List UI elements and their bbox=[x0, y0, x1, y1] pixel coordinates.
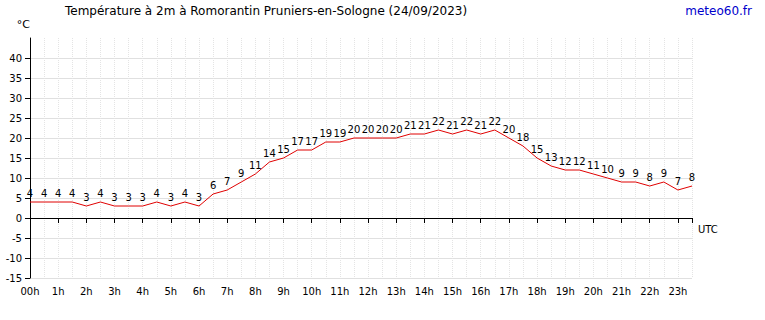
svg-text:3h: 3h bbox=[108, 286, 121, 297]
svg-text:9h: 9h bbox=[277, 286, 290, 297]
svg-text:20h: 20h bbox=[584, 286, 603, 297]
svg-text:11h: 11h bbox=[330, 286, 349, 297]
svg-text:12: 12 bbox=[559, 156, 572, 167]
svg-text:18: 18 bbox=[517, 132, 530, 143]
svg-text:19: 19 bbox=[334, 128, 347, 139]
svg-text:25: 25 bbox=[9, 113, 22, 124]
svg-text:11: 11 bbox=[249, 160, 262, 171]
svg-text:9: 9 bbox=[661, 168, 667, 179]
svg-text:21h: 21h bbox=[612, 286, 631, 297]
svg-text:°C: °C bbox=[17, 18, 31, 31]
svg-text:35: 35 bbox=[9, 73, 22, 84]
svg-text:Température à 2m à Romorantin: Température à 2m à Romorantin Pruniers-e… bbox=[64, 4, 467, 18]
svg-text:0: 0 bbox=[16, 213, 22, 224]
svg-text:40: 40 bbox=[9, 53, 22, 64]
svg-text:20: 20 bbox=[348, 124, 361, 135]
svg-text:22: 22 bbox=[460, 116, 473, 127]
svg-text:23h: 23h bbox=[668, 286, 687, 297]
svg-text:4h: 4h bbox=[136, 286, 149, 297]
svg-text:10h: 10h bbox=[302, 286, 321, 297]
svg-text:meteo60.fr: meteo60.fr bbox=[685, 4, 752, 18]
svg-text:6h: 6h bbox=[193, 286, 206, 297]
svg-text:30: 30 bbox=[9, 93, 22, 104]
svg-text:17: 17 bbox=[305, 136, 318, 147]
svg-text:21: 21 bbox=[446, 120, 459, 131]
svg-text:13h: 13h bbox=[387, 286, 406, 297]
svg-text:15: 15 bbox=[277, 144, 290, 155]
svg-text:3: 3 bbox=[125, 192, 131, 203]
svg-text:20: 20 bbox=[362, 124, 375, 135]
svg-text:7: 7 bbox=[224, 176, 230, 187]
svg-text:19h: 19h bbox=[556, 286, 575, 297]
svg-text:6: 6 bbox=[210, 180, 216, 191]
svg-text:20: 20 bbox=[376, 124, 389, 135]
svg-text:12: 12 bbox=[573, 156, 586, 167]
svg-text:21: 21 bbox=[418, 120, 431, 131]
svg-text:4: 4 bbox=[182, 188, 188, 199]
svg-text:22h: 22h bbox=[640, 286, 659, 297]
svg-text:3: 3 bbox=[139, 192, 145, 203]
svg-text:16h: 16h bbox=[471, 286, 490, 297]
svg-text:8: 8 bbox=[647, 172, 653, 183]
svg-text:15h: 15h bbox=[443, 286, 462, 297]
svg-text:1h: 1h bbox=[52, 286, 65, 297]
svg-text:20: 20 bbox=[390, 124, 403, 135]
svg-text:9: 9 bbox=[238, 168, 244, 179]
svg-text:4: 4 bbox=[41, 188, 47, 199]
svg-text:12h: 12h bbox=[359, 286, 378, 297]
svg-text:4: 4 bbox=[97, 188, 103, 199]
svg-text:10: 10 bbox=[601, 164, 614, 175]
svg-text:15: 15 bbox=[9, 153, 22, 164]
svg-text:-5: -5 bbox=[12, 233, 22, 244]
svg-text:3: 3 bbox=[196, 192, 202, 203]
svg-text:00h: 00h bbox=[20, 286, 39, 297]
svg-text:4: 4 bbox=[27, 188, 33, 199]
svg-text:11: 11 bbox=[587, 160, 600, 171]
svg-text:17h: 17h bbox=[499, 286, 518, 297]
svg-text:18h: 18h bbox=[528, 286, 547, 297]
svg-text:10: 10 bbox=[9, 173, 22, 184]
svg-text:8: 8 bbox=[689, 172, 695, 183]
svg-text:21: 21 bbox=[404, 120, 417, 131]
svg-text:13: 13 bbox=[545, 152, 558, 163]
svg-text:14h: 14h bbox=[415, 286, 434, 297]
svg-text:2h: 2h bbox=[80, 286, 93, 297]
svg-text:21: 21 bbox=[474, 120, 487, 131]
svg-text:9: 9 bbox=[618, 168, 624, 179]
svg-text:19: 19 bbox=[319, 128, 332, 139]
svg-text:3: 3 bbox=[168, 192, 174, 203]
svg-text:3: 3 bbox=[111, 192, 117, 203]
svg-text:7h: 7h bbox=[221, 286, 234, 297]
svg-text:22: 22 bbox=[432, 116, 445, 127]
svg-text:20: 20 bbox=[503, 124, 516, 135]
svg-text:9: 9 bbox=[632, 168, 638, 179]
svg-text:-15: -15 bbox=[6, 273, 22, 284]
svg-text:4: 4 bbox=[55, 188, 61, 199]
svg-text:4: 4 bbox=[69, 188, 75, 199]
svg-text:14: 14 bbox=[263, 148, 276, 159]
svg-text:20: 20 bbox=[9, 133, 22, 144]
svg-text:-10: -10 bbox=[6, 253, 22, 264]
svg-text:17: 17 bbox=[291, 136, 304, 147]
svg-text:15: 15 bbox=[531, 144, 544, 155]
svg-text:7: 7 bbox=[675, 176, 681, 187]
svg-text:4: 4 bbox=[154, 188, 160, 199]
svg-text:5h: 5h bbox=[164, 286, 177, 297]
svg-text:22: 22 bbox=[488, 116, 501, 127]
svg-text:3: 3 bbox=[83, 192, 89, 203]
svg-text:8h: 8h bbox=[249, 286, 262, 297]
svg-text:5: 5 bbox=[16, 193, 22, 204]
svg-text:UTC: UTC bbox=[698, 224, 718, 235]
